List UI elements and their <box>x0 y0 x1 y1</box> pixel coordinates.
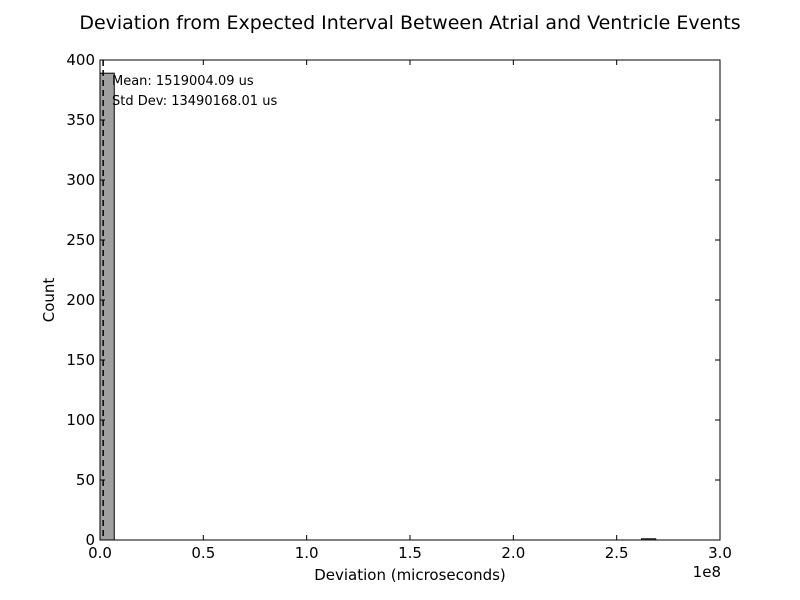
chart-title: Deviation from Expected Interval Between… <box>79 12 740 34</box>
x-tick-label: 0.5 <box>191 544 215 562</box>
y-tick-label: 100 <box>66 411 95 429</box>
x-tick-label: 1.0 <box>295 544 319 562</box>
histogram-bar <box>100 73 114 540</box>
y-tick-label: 50 <box>76 471 95 489</box>
x-tick-label: 3.0 <box>708 544 732 562</box>
y-axis-label: Count <box>40 278 58 323</box>
y-tick-label: 350 <box>66 111 95 129</box>
bars-group <box>100 73 656 540</box>
y-tick-label: 200 <box>66 291 95 309</box>
std-dev-annotation: Std Dev: 13490168.01 us <box>112 94 277 109</box>
x-axis-offset-label: 1e8 <box>693 563 721 581</box>
y-tick-label: 250 <box>66 231 95 249</box>
x-tick-label: 2.0 <box>501 544 525 562</box>
x-tick-label: 1.5 <box>398 544 422 562</box>
y-tick-label: 0 <box>85 531 95 549</box>
y-tick-label: 150 <box>66 351 95 369</box>
x-tick-label: 2.5 <box>605 544 629 562</box>
y-tick-label: 300 <box>66 171 95 189</box>
y-ticks-group: 0 50 100 150 200 250 300 350 400 <box>66 51 720 549</box>
y-tick-label: 400 <box>66 51 95 69</box>
plot-frame <box>100 60 720 540</box>
x-ticks-group: 0.0 0.5 1.0 1.5 2.0 2.5 3.0 <box>88 60 732 562</box>
mean-annotation: Mean: 1519004.09 us <box>112 74 254 89</box>
x-axis-label: Deviation (microseconds) <box>314 566 506 584</box>
